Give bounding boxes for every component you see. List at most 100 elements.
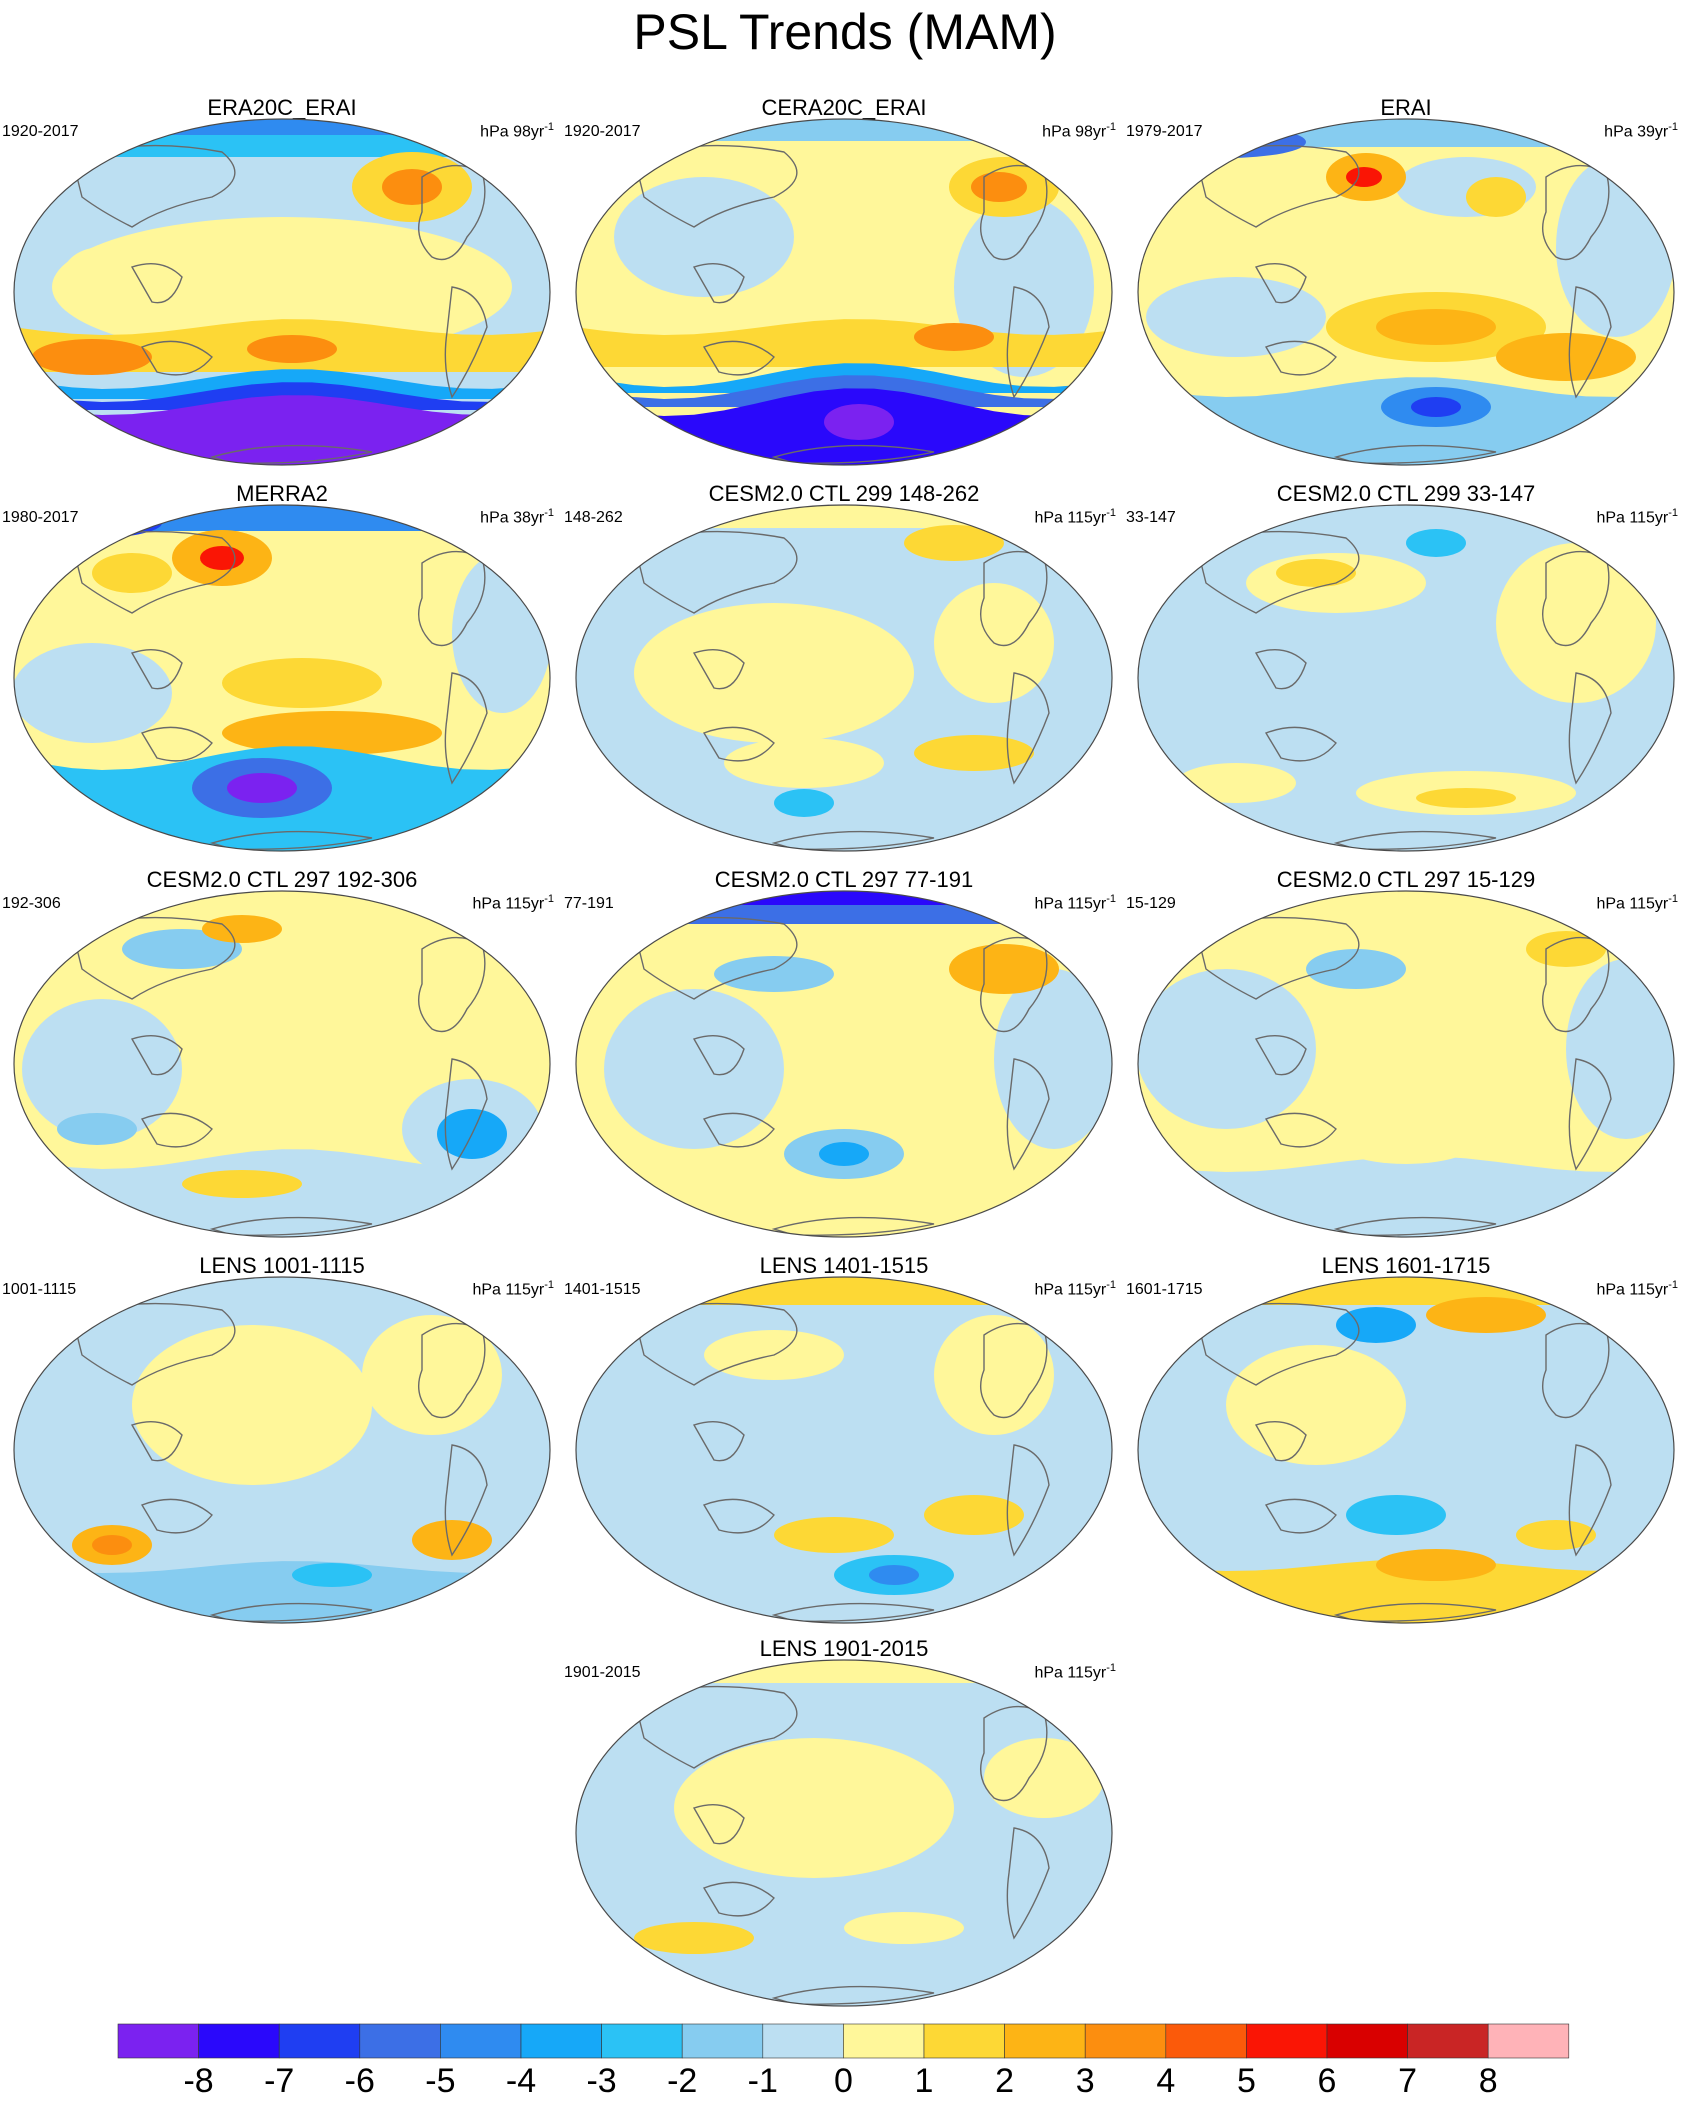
panel-title: LENS 1601-1715 (1321, 1253, 1491, 1278)
trend-map (1137, 1276, 1675, 1624)
colorbar-swatch (1326, 2023, 1408, 2059)
panel-title: CESM2.0 CTL 297 192-306 (146, 867, 418, 892)
unit-label: hPa 98yr-1 (1042, 121, 1116, 141)
unit-label: hPa 115yr-1 (1596, 893, 1678, 913)
period-label: 1979-2017 (1126, 123, 1203, 140)
map-panel: ERAI 1979-2017 hPa 39yr-1 (1126, 95, 1686, 467)
map-panel: CESM2.0 CTL 299 148-262 148-262 hPa 115y… (564, 481, 1124, 853)
colorbar-tick-label: 0 (834, 2062, 853, 2100)
map-panel: LENS 1601-1715 1601-1715 hPa 115yr-1 (1126, 1253, 1686, 1625)
main-title: PSL Trends (MAM) (633, 4, 1057, 60)
period-label: 77-191 (564, 895, 614, 912)
panel-title: CESM2.0 CTL 297 77-191 (714, 867, 974, 892)
unit-label: hPa 115yr-1 (1596, 507, 1678, 527)
colorbar-swatch (1165, 2023, 1247, 2059)
period-label: 1001-1115 (2, 1281, 77, 1298)
colorbar-tick-label: -7 (264, 2062, 294, 2100)
unit-label: hPa 39yr-1 (1604, 121, 1678, 141)
trend-map (1137, 118, 1675, 466)
period-label: 1920-2017 (564, 123, 641, 140)
unit-label: hPa 115yr-1 (1596, 1279, 1678, 1299)
colorbar-swatch (601, 2023, 683, 2059)
panel-title: ERA20C_ERAI (207, 95, 357, 120)
colorbar-swatch (1004, 2023, 1086, 2059)
trend-map (1137, 890, 1675, 1238)
period-label: 1920-2017 (2, 123, 79, 140)
colorbar-tick-label: 8 (1479, 2062, 1498, 2100)
colorbar-tick-label: 6 (1318, 2062, 1337, 2100)
map-panel: LENS 1001-1115 1001-1115 hPa 115yr-1 (2, 1253, 562, 1625)
colorbar-tick-label: 2 (995, 2062, 1014, 2100)
panel-title: CESM2.0 CTL 297 15-129 (1276, 867, 1536, 892)
colorbar-swatch (681, 2023, 764, 2059)
map-panel: CERA20C_ERAI 1920-2017 hPa 98yr-1 (564, 95, 1124, 467)
period-label: 1901-2015 (564, 1664, 641, 1681)
panel-title: MERRA2 (236, 481, 328, 506)
colorbar-tick-label: -2 (667, 2062, 697, 2100)
map-panel: CESM2.0 CTL 299 33-147 33-147 hPa 115yr-… (1126, 481, 1686, 853)
panel-title: LENS 1901-2015 (759, 1636, 929, 1661)
unit-label: hPa 115yr-1 (472, 893, 554, 913)
period-label: 1401-1515 (564, 1281, 641, 1298)
colorbar-tick-label: 3 (1076, 2062, 1095, 2100)
unit-label: hPa 115yr-1 (1034, 893, 1116, 913)
panel-title: CESM2.0 CTL 299 33-147 (1276, 481, 1536, 506)
colorbar-swatch (359, 2023, 441, 2059)
map-panel: CESM2.0 CTL 297 15-129 15-129 hPa 115yr-… (1126, 867, 1686, 1239)
colorbar-tick-label: 1 (915, 2062, 934, 2100)
panel-title: CERA20C_ERAI (761, 95, 927, 120)
colorbar-swatch (762, 2023, 844, 2059)
colorbar-tick-label: 4 (1156, 2062, 1175, 2100)
trend-map (13, 504, 551, 852)
colorbar-swatch (440, 2023, 522, 2059)
colorbar-swatch (1407, 2023, 1489, 2059)
colorbar-tick-label: 5 (1237, 2062, 1256, 2100)
trend-map (1137, 504, 1675, 852)
colorbar-swatch (1246, 2023, 1328, 2059)
colorbar-tick-label: -4 (506, 2062, 536, 2100)
trend-map (13, 890, 551, 1238)
map-panel: CESM2.0 CTL 297 192-306 192-306 hPa 115y… (2, 867, 562, 1239)
colorbar-swatch (198, 2023, 280, 2059)
unit-label: hPa 115yr-1 (1034, 1279, 1116, 1299)
colorbar-swatch (117, 2023, 199, 2059)
colorbar-tick-label: -1 (748, 2062, 778, 2100)
trend-map (575, 1659, 1113, 2007)
colorbar-swatch (1084, 2023, 1167, 2059)
colorbar-swatch (923, 2023, 1005, 2059)
colorbar-tick-label: -3 (586, 2062, 616, 2100)
colorbar-tick-label: -6 (345, 2062, 375, 2100)
unit-label: hPa 115yr-1 (1034, 1662, 1116, 1682)
period-label: 148-262 (564, 509, 623, 526)
map-panel: MERRA2 1980-2017 hPa 38yr-1 (2, 481, 562, 853)
panel-title: CESM2.0 CTL 299 148-262 (708, 481, 980, 506)
trend-map (13, 118, 551, 466)
period-label: 15-129 (1126, 895, 1176, 912)
colorbar-swatch (843, 2023, 925, 2059)
colorbar-swatch (1487, 2023, 1570, 2059)
colorbar-swatch (278, 2023, 361, 2059)
colorbar-tick-label: 7 (1398, 2062, 1417, 2100)
colorbar-tick-label: -8 (183, 2062, 213, 2100)
unit-label: hPa 98yr-1 (480, 121, 554, 141)
period-label: 1601-1715 (1126, 1281, 1203, 1298)
trend-map (575, 504, 1113, 852)
panel-title: LENS 1401-1515 (759, 1253, 929, 1278)
panel-title: LENS 1001-1115 (199, 1253, 365, 1278)
map-panel: LENS 1401-1515 1401-1515 hPa 115yr-1 (564, 1253, 1124, 1625)
map-panel: CESM2.0 CTL 297 77-191 77-191 hPa 115yr-… (564, 867, 1124, 1239)
colorbar-swatch (520, 2023, 602, 2059)
trend-map (575, 1276, 1113, 1624)
map-panel: LENS 1901-2015 1901-2015 hPa 115yr-1 (564, 1636, 1124, 2008)
trend-map (575, 118, 1113, 466)
period-label: 1980-2017 (2, 509, 79, 526)
panel-title: ERAI (1380, 95, 1432, 120)
unit-label: hPa 115yr-1 (472, 1279, 554, 1299)
trend-map (13, 1276, 551, 1624)
period-label: 192-306 (2, 895, 61, 912)
colorbar-tick-label: -5 (425, 2062, 455, 2100)
unit-label: hPa 38yr-1 (480, 507, 554, 527)
map-panel: ERA20C_ERAI 1920-2017 hPa 98yr-1 (2, 95, 562, 467)
unit-label: hPa 115yr-1 (1034, 507, 1116, 527)
period-label: 33-147 (1126, 509, 1176, 526)
